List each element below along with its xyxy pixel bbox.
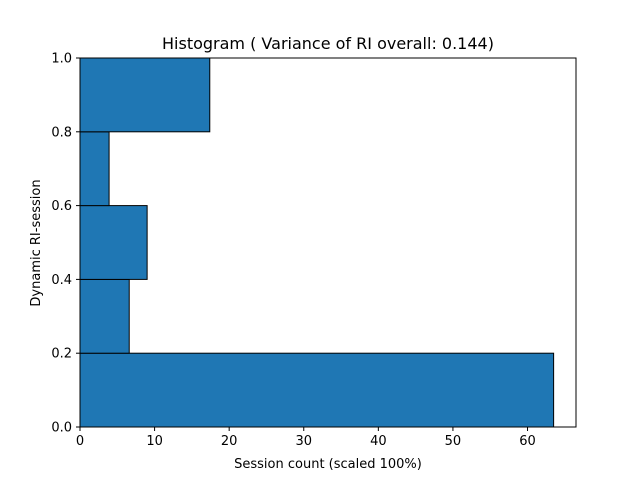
bars-group — [79, 57, 555, 428]
y-tick-label: 0.0 — [51, 421, 72, 436]
y-tick-label: 0.2 — [51, 347, 72, 362]
y-axis-ticks: 0.0 0.2 0.4 0.6 0.8 1.0 — [51, 52, 80, 436]
chart-title: Histogram ( Variance of RI overall: 0.14… — [162, 34, 494, 53]
x-tick-label: 10 — [146, 434, 163, 449]
y-axis-label: Dynamic RI-session — [29, 179, 44, 306]
x-tick-label: 0 — [76, 434, 84, 449]
histogram-bar-2 — [79, 205, 148, 280]
y-tick-label: 0.4 — [51, 273, 72, 288]
x-tick-label: 50 — [445, 434, 462, 449]
plot-area-frame — [79, 57, 577, 428]
y-tick-label: 0.6 — [51, 199, 72, 214]
histogram-bar-1 — [79, 278, 130, 354]
x-tick-label: 20 — [221, 434, 238, 449]
histogram-bar-0 — [79, 352, 555, 428]
histogram-bar-3 — [79, 131, 110, 207]
y-tick-label: 0.8 — [51, 125, 72, 140]
x-axis-ticks: 0 10 20 30 40 50 60 — [76, 427, 536, 449]
x-tick-label: 60 — [519, 434, 536, 449]
histogram-bar-4 — [79, 57, 211, 133]
x-tick-label: 40 — [370, 434, 387, 449]
x-tick-label: 30 — [295, 434, 312, 449]
y-tick-label: 1.0 — [51, 52, 72, 67]
x-axis-label: Session count (scaled 100%) — [234, 457, 422, 472]
